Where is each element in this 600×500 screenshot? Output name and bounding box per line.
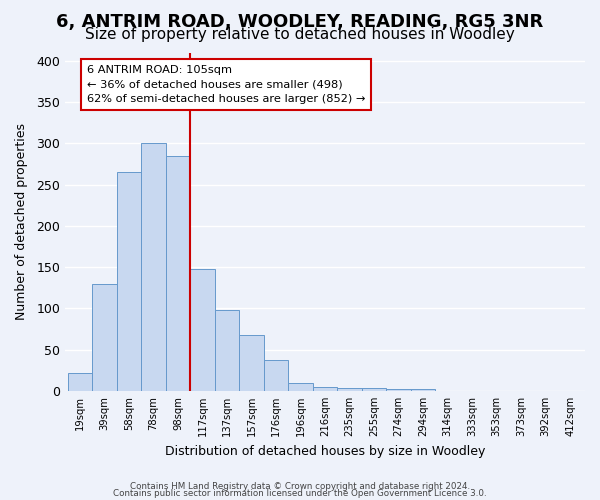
Bar: [190, 269, 215, 391]
Text: Contains public sector information licensed under the Open Government Licence 3.: Contains public sector information licen…: [113, 490, 487, 498]
Bar: [166, 156, 190, 391]
Text: 6, ANTRIM ROAD, WOODLEY, READING, RG5 3NR: 6, ANTRIM ROAD, WOODLEY, READING, RG5 3N…: [56, 12, 544, 30]
Bar: [386, 390, 411, 391]
Text: 6 ANTRIM ROAD: 105sqm
← 36% of detached houses are smaller (498)
62% of semi-det: 6 ANTRIM ROAD: 105sqm ← 36% of detached …: [87, 65, 365, 104]
Text: Size of property relative to detached houses in Woodley: Size of property relative to detached ho…: [85, 28, 515, 42]
Bar: [239, 335, 264, 391]
Bar: [411, 390, 436, 391]
Bar: [215, 310, 239, 391]
Bar: [362, 388, 386, 391]
Y-axis label: Number of detached properties: Number of detached properties: [15, 123, 28, 320]
Bar: [264, 360, 288, 391]
Bar: [116, 172, 141, 391]
Bar: [288, 382, 313, 391]
Bar: [313, 387, 337, 391]
Text: Contains HM Land Registry data © Crown copyright and database right 2024.: Contains HM Land Registry data © Crown c…: [130, 482, 470, 491]
Bar: [68, 373, 92, 391]
Bar: [337, 388, 362, 391]
Bar: [141, 144, 166, 391]
Bar: [92, 284, 116, 391]
X-axis label: Distribution of detached houses by size in Woodley: Distribution of detached houses by size …: [165, 444, 485, 458]
